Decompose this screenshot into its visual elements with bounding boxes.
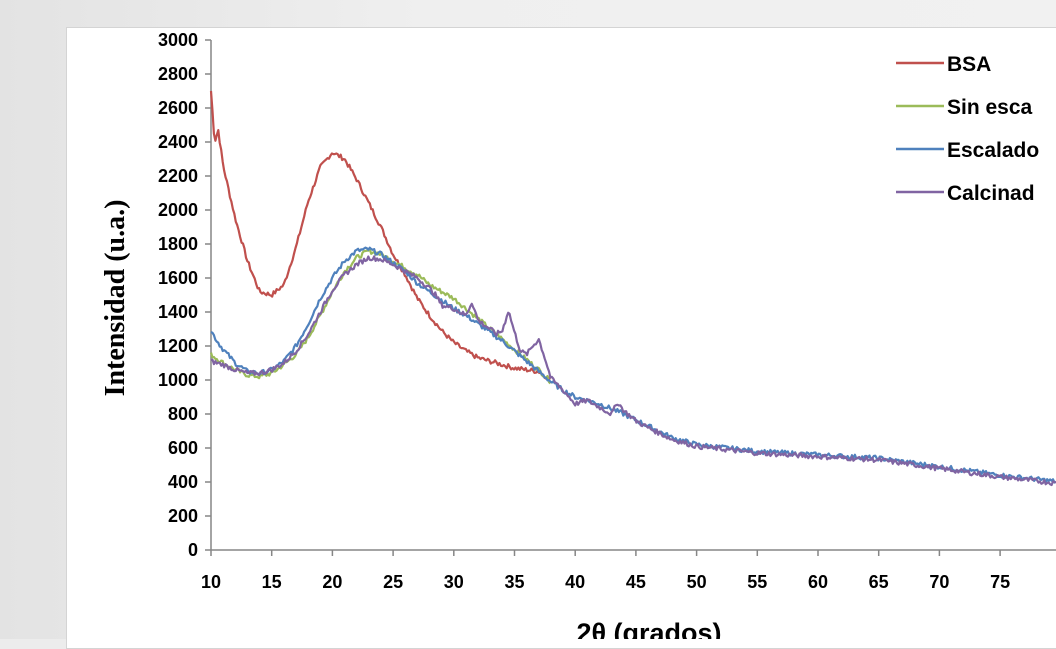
y-axis: 0 200 400 600 800 1000 1200 1400 1600 1800 2000 220… bbox=[158, 30, 211, 560]
x-tick-label: 70 bbox=[929, 572, 949, 592]
y-tick-label: 2800 bbox=[158, 64, 198, 84]
y-tick-label: 2400 bbox=[158, 132, 198, 152]
y-tick-label: 1800 bbox=[158, 234, 198, 254]
y-tick-label: 2200 bbox=[158, 166, 198, 186]
y-tick-label: 400 bbox=[168, 472, 198, 492]
y-tick-label: 2000 bbox=[158, 200, 198, 220]
series-line-calcinad bbox=[211, 256, 1056, 485]
x-tick-label: 35 bbox=[504, 572, 524, 592]
x-tick-label: 60 bbox=[808, 572, 828, 592]
y-tick-label: 1000 bbox=[158, 370, 198, 390]
x-tick-label: 30 bbox=[444, 572, 464, 592]
x-tick-label: 20 bbox=[322, 572, 342, 592]
x-axis: 10152025303540455055606570758 bbox=[201, 550, 1056, 592]
x-tick-label: 40 bbox=[565, 572, 585, 592]
x-tick-label: 10 bbox=[201, 572, 221, 592]
y-tick-label: 1400 bbox=[158, 302, 198, 322]
x-tick-label: 55 bbox=[747, 572, 767, 592]
legend-label-bsa: BSA bbox=[947, 53, 991, 76]
x-tick-label: 25 bbox=[383, 572, 403, 592]
y-tick-label: 600 bbox=[168, 438, 198, 458]
x-tick-label: 50 bbox=[687, 572, 707, 592]
x-tick-label: 65 bbox=[869, 572, 889, 592]
x-tick-label: 15 bbox=[262, 572, 282, 592]
x-tick-label: 75 bbox=[990, 572, 1010, 592]
y-axis-title: Intensidad (u.a.) bbox=[100, 200, 131, 397]
legend: BSA Sin esca Escalado Calcinad bbox=[896, 53, 1039, 205]
legend-label-calcinad: Calcinad bbox=[947, 182, 1035, 205]
y-tick-label: 2600 bbox=[158, 98, 198, 118]
y-tick-label: 1200 bbox=[158, 336, 198, 356]
y-tick-label: 800 bbox=[168, 404, 198, 424]
x-tick-label: 45 bbox=[626, 572, 646, 592]
legend-label-escalado: Escalado bbox=[947, 139, 1039, 162]
x-axis-title: 2θ (grados) bbox=[576, 618, 721, 639]
y-tick-label: 200 bbox=[168, 506, 198, 526]
y-tick-label: 1600 bbox=[158, 268, 198, 288]
y-tick-label: 0 bbox=[188, 540, 198, 560]
y-tick-label: 3000 bbox=[158, 30, 198, 50]
legend-label-sin-esca: Sin esca bbox=[947, 96, 1033, 119]
